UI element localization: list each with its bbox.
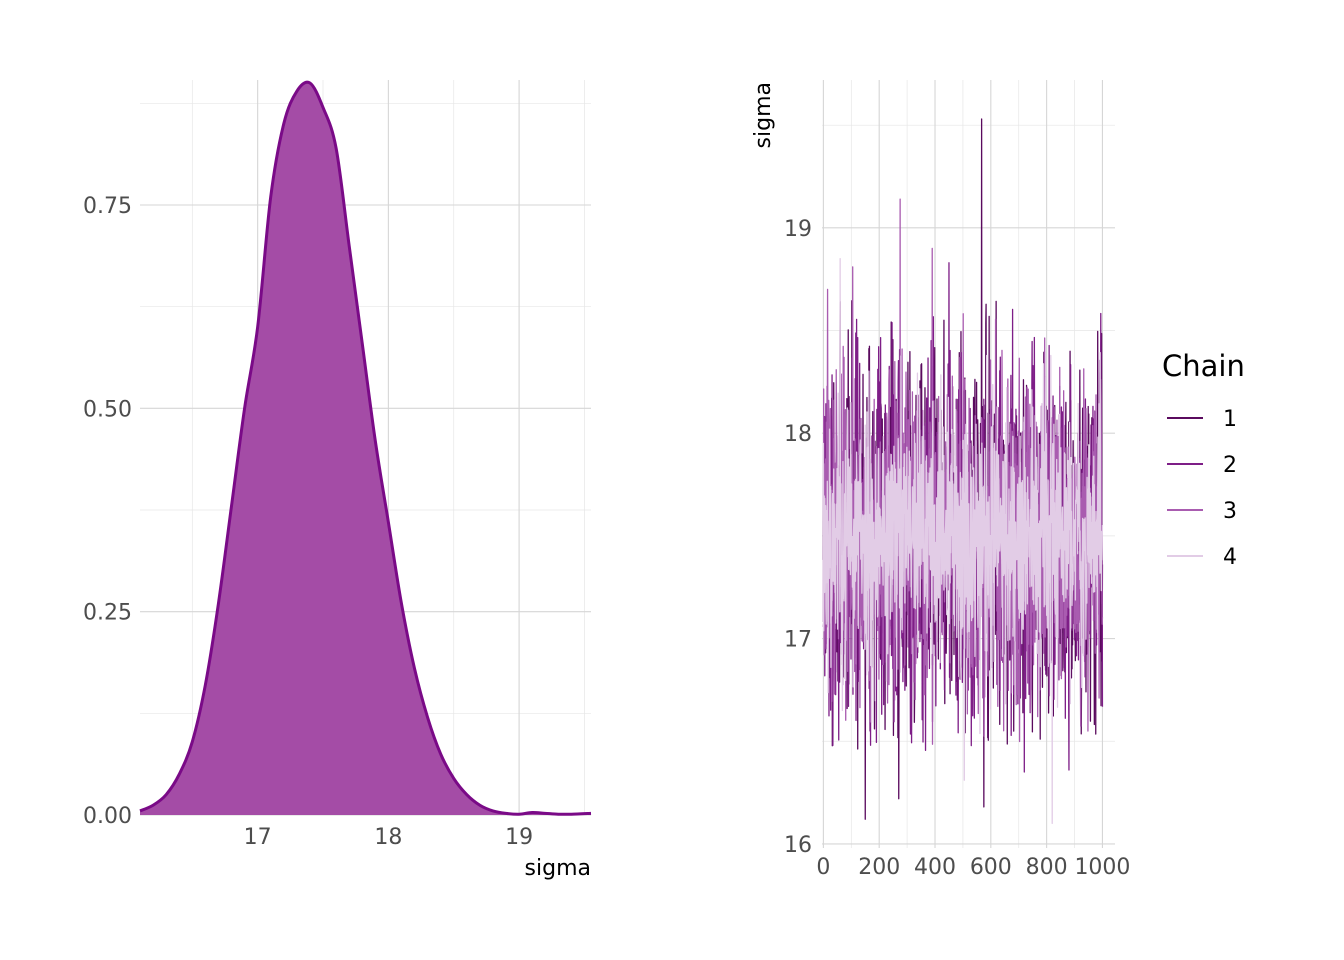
density-y-tick-label: 0.25 bbox=[83, 601, 132, 626]
trace-lines bbox=[822, 118, 1104, 825]
legend-item-chain-1: 1 bbox=[1167, 407, 1237, 432]
density-panel: 17 18 19 0.00 0.25 0.50 0.75 sigma bbox=[83, 80, 592, 881]
density-x-ticks: 17 18 19 bbox=[244, 825, 533, 850]
trace-panel: 0 200 400 600 800 1000 16 17 18 19 sigma bbox=[751, 80, 1130, 880]
legend-label: 3 bbox=[1223, 499, 1237, 524]
legend-label: 4 bbox=[1223, 545, 1237, 570]
trace-x-tick-label: 200 bbox=[858, 855, 900, 880]
trace-x-tick-label: 0 bbox=[816, 855, 830, 880]
legend-item-chain-3: 3 bbox=[1167, 499, 1237, 524]
density-x-tick-label: 19 bbox=[505, 825, 533, 850]
trace-y-tick-label: 19 bbox=[784, 217, 812, 242]
density-line bbox=[139, 80, 592, 816]
density-y-tick-label: 0.00 bbox=[83, 804, 132, 829]
trace-y-tick-label: 18 bbox=[784, 422, 812, 447]
legend-items: 1 2 3 4 bbox=[1167, 407, 1237, 570]
density-area bbox=[140, 82, 591, 816]
density-y-tick-label: 0.75 bbox=[83, 194, 132, 219]
density-y-tick-label: 0.50 bbox=[83, 397, 132, 422]
legend-label: 1 bbox=[1223, 407, 1237, 432]
density-x-tick-label: 17 bbox=[244, 825, 272, 850]
trace-y-axis-title: sigma bbox=[751, 82, 776, 148]
trace-x-ticks: 0 200 400 600 800 1000 bbox=[816, 855, 1130, 880]
trace-line-chain-4 bbox=[822, 258, 1104, 825]
density-y-ticks: 0.00 0.25 0.50 0.75 bbox=[83, 194, 132, 829]
density-x-axis-title: sigma bbox=[525, 856, 591, 881]
legend-label: 2 bbox=[1223, 453, 1237, 478]
density-x-tick-label: 18 bbox=[374, 825, 402, 850]
trace-y-tick-label: 17 bbox=[784, 628, 812, 653]
chain-legend: Chain 1 2 3 4 bbox=[1162, 349, 1245, 570]
trace-x-tick-label: 800 bbox=[1026, 855, 1068, 880]
trace-y-tick-label: 16 bbox=[784, 833, 812, 858]
trace-x-tick-label: 400 bbox=[914, 855, 956, 880]
trace-x-tick-label: 1000 bbox=[1074, 855, 1130, 880]
trace-x-tick-label: 600 bbox=[970, 855, 1012, 880]
legend-title: Chain bbox=[1162, 349, 1245, 383]
trace-y-ticks: 16 17 18 19 bbox=[784, 217, 812, 858]
legend-item-chain-2: 2 bbox=[1167, 453, 1237, 478]
legend-item-chain-4: 4 bbox=[1167, 545, 1237, 570]
